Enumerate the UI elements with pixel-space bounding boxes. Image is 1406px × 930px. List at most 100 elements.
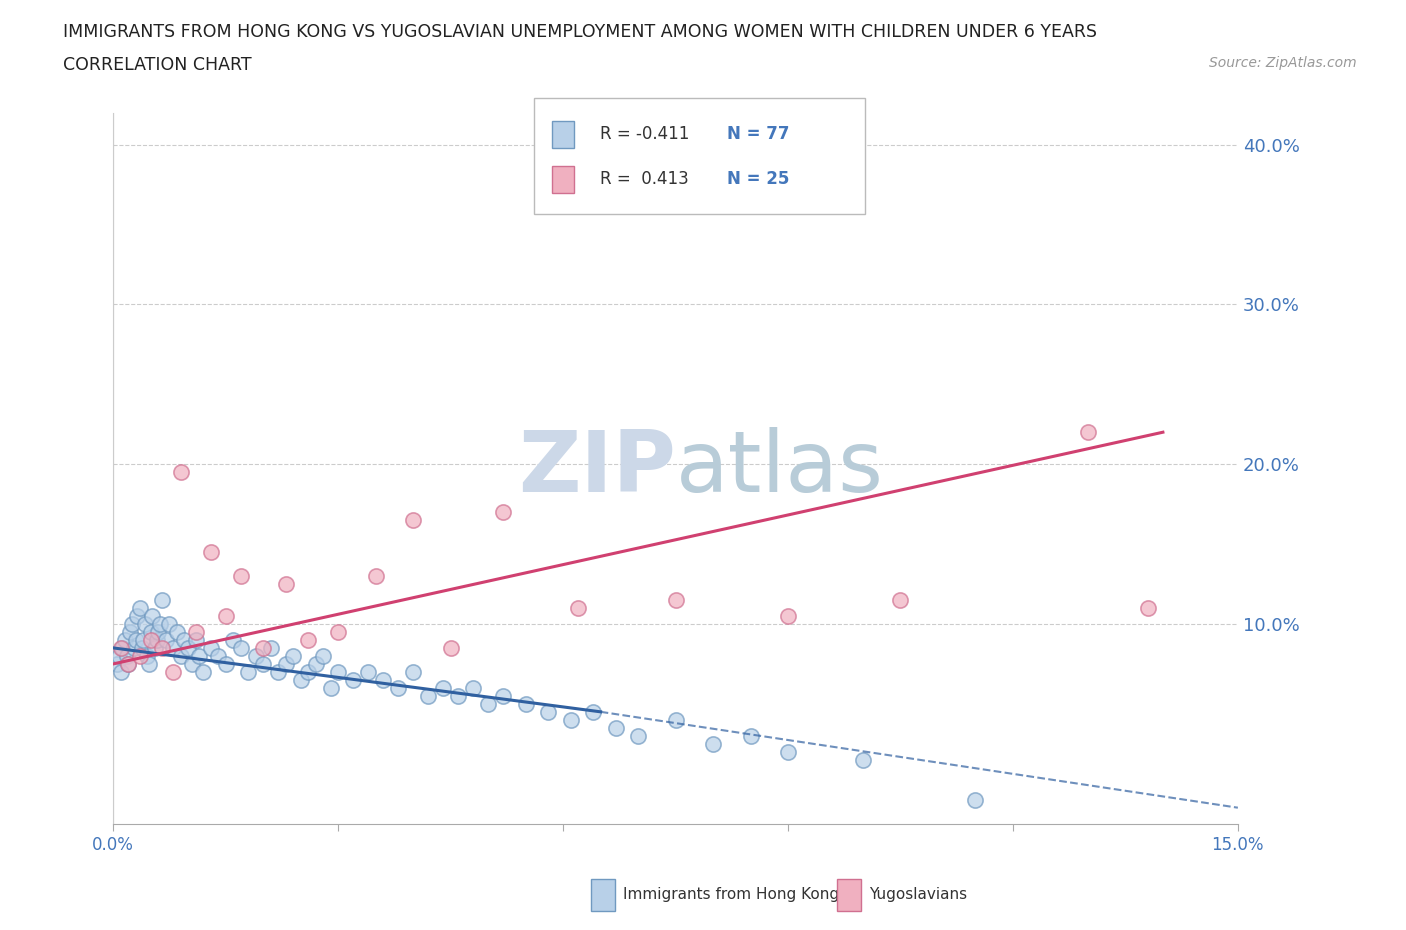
Point bbox=[477, 697, 499, 711]
Text: Source: ZipAtlas.com: Source: ZipAtlas.com bbox=[1209, 56, 1357, 70]
Point bbox=[245, 648, 267, 663]
Point bbox=[252, 657, 274, 671]
Point bbox=[108, 648, 131, 663]
Point bbox=[229, 568, 252, 583]
Point bbox=[139, 632, 162, 647]
Point bbox=[238, 664, 260, 679]
Point bbox=[567, 601, 589, 616]
Text: Immigrants from Hong Kong: Immigrants from Hong Kong bbox=[623, 887, 839, 902]
Point bbox=[357, 664, 380, 679]
Point bbox=[173, 632, 195, 647]
Point bbox=[200, 641, 222, 656]
Point bbox=[166, 625, 188, 640]
Point bbox=[118, 625, 141, 640]
Point bbox=[215, 657, 238, 671]
Point bbox=[319, 681, 342, 696]
Point bbox=[184, 632, 207, 647]
Text: R =  0.413: R = 0.413 bbox=[600, 170, 689, 188]
Point bbox=[121, 617, 143, 631]
Point bbox=[440, 641, 463, 656]
Point bbox=[402, 512, 425, 527]
Point bbox=[515, 697, 537, 711]
Text: 15.0%: 15.0% bbox=[1212, 836, 1264, 855]
Point bbox=[852, 752, 875, 767]
Point bbox=[170, 648, 193, 663]
Text: Yugoslavians: Yugoslavians bbox=[869, 887, 967, 902]
Point bbox=[776, 744, 799, 759]
Point bbox=[776, 608, 799, 623]
Point bbox=[418, 688, 440, 703]
Point bbox=[664, 592, 686, 607]
Point bbox=[128, 601, 150, 616]
Point bbox=[328, 664, 350, 679]
Text: IMMIGRANTS FROM HONG KONG VS YUGOSLAVIAN UNEMPLOYMENT AMONG WOMEN WITH CHILDREN : IMMIGRANTS FROM HONG KONG VS YUGOSLAVIAN… bbox=[63, 23, 1097, 41]
Point bbox=[342, 672, 364, 687]
Point bbox=[664, 712, 686, 727]
Point bbox=[492, 505, 515, 520]
Point bbox=[312, 648, 335, 663]
Point bbox=[222, 632, 245, 647]
Text: 0.0%: 0.0% bbox=[93, 836, 134, 855]
Point bbox=[1136, 601, 1159, 616]
Point bbox=[148, 625, 170, 640]
Point bbox=[162, 641, 184, 656]
Point bbox=[132, 632, 155, 647]
Point bbox=[328, 625, 350, 640]
Text: R = -0.411: R = -0.411 bbox=[600, 126, 690, 143]
Point bbox=[229, 641, 252, 656]
Text: N = 25: N = 25 bbox=[727, 170, 789, 188]
Point bbox=[1077, 425, 1099, 440]
Point bbox=[122, 641, 145, 656]
Point bbox=[177, 641, 200, 656]
Point bbox=[627, 728, 650, 743]
Point bbox=[150, 641, 173, 656]
Point bbox=[740, 728, 762, 743]
Point bbox=[115, 648, 138, 663]
Point bbox=[110, 641, 132, 656]
Point bbox=[110, 664, 132, 679]
Point bbox=[274, 577, 297, 591]
Point bbox=[155, 632, 177, 647]
Point bbox=[127, 608, 149, 623]
Point bbox=[200, 545, 222, 560]
Point bbox=[965, 792, 987, 807]
Point bbox=[138, 657, 160, 671]
Point bbox=[105, 657, 128, 671]
Point bbox=[170, 465, 193, 480]
Point bbox=[889, 592, 911, 607]
Point bbox=[447, 688, 470, 703]
Point bbox=[114, 632, 136, 647]
Point bbox=[387, 681, 409, 696]
Text: CORRELATION CHART: CORRELATION CHART bbox=[63, 56, 252, 73]
Point bbox=[181, 657, 204, 671]
Point bbox=[702, 737, 724, 751]
Point bbox=[252, 641, 274, 656]
Point bbox=[134, 617, 156, 631]
Point bbox=[537, 704, 560, 719]
Point bbox=[117, 657, 139, 671]
Point bbox=[267, 664, 290, 679]
Point bbox=[128, 648, 150, 663]
Point bbox=[260, 641, 283, 656]
Point bbox=[143, 641, 166, 656]
Point bbox=[297, 664, 319, 679]
Point bbox=[364, 568, 387, 583]
Point bbox=[162, 664, 184, 679]
Point bbox=[207, 648, 229, 663]
Point bbox=[432, 681, 454, 696]
Point bbox=[150, 592, 173, 607]
Point bbox=[111, 641, 134, 656]
Point bbox=[463, 681, 485, 696]
Point bbox=[402, 664, 425, 679]
Point bbox=[582, 704, 605, 719]
Point bbox=[373, 672, 395, 687]
Point bbox=[605, 721, 627, 736]
Point bbox=[149, 617, 172, 631]
Point bbox=[117, 657, 139, 671]
Point bbox=[193, 664, 215, 679]
Point bbox=[159, 617, 181, 631]
Point bbox=[215, 608, 238, 623]
Point bbox=[125, 632, 148, 647]
Point bbox=[560, 712, 582, 727]
Point bbox=[492, 688, 515, 703]
